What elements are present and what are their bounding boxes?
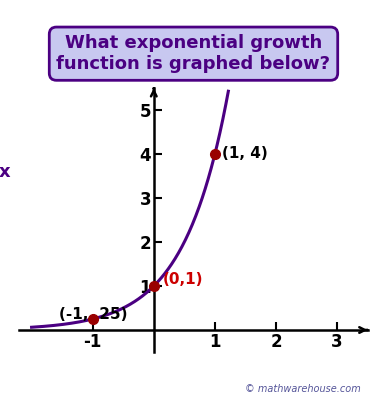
Text: What exponential growth
function is graphed below?: What exponential growth function is grap… <box>57 34 330 73</box>
Text: (1, 4): (1, 4) <box>222 146 268 162</box>
Text: x: x <box>0 164 10 182</box>
Text: (0,1): (0,1) <box>163 272 204 287</box>
Text: © mathwarehouse.com: © mathwarehouse.com <box>245 384 361 394</box>
Text: (-1, .25): (-1, .25) <box>59 307 128 322</box>
